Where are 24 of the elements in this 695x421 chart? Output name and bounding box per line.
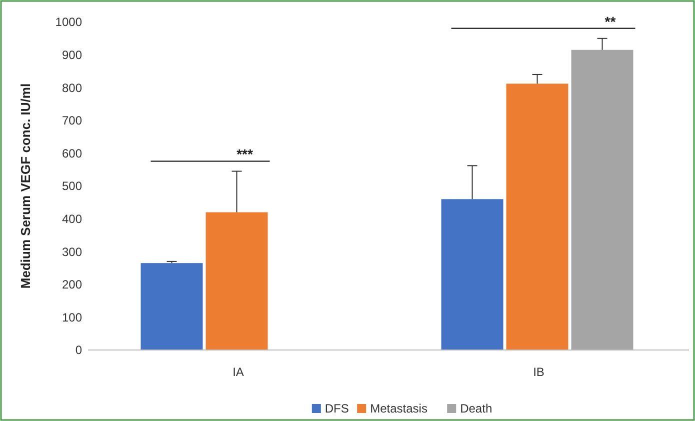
bar (441, 199, 504, 350)
y-axis-title: Medium Serum VEGF conc. IU/ml (18, 83, 33, 289)
bar (571, 50, 634, 350)
annotation: *** (236, 146, 254, 162)
legend-label: Metastasis (370, 402, 428, 416)
y-tick-label: 0 (75, 343, 82, 358)
bar (506, 84, 568, 350)
y-tick-label: 900 (62, 48, 82, 62)
y-tick-label: 100 (62, 310, 82, 324)
x-tick-label: IA (232, 365, 244, 379)
bar (140, 263, 203, 350)
legend-label: DFS (324, 402, 349, 416)
y-tick-label: 800 (62, 80, 82, 95)
annotation: ** (604, 13, 616, 30)
y-tick-label: 300 (62, 244, 82, 259)
y-tick-label: 700 (62, 114, 82, 128)
x-tick-label: IB (533, 365, 544, 379)
y-tick-label: 600 (62, 146, 82, 160)
y-tick-label: 400 (62, 212, 82, 226)
bar (206, 212, 268, 350)
y-tick-label: 1000 (55, 15, 82, 30)
y-tick-label: 200 (62, 278, 82, 292)
legend-label: Death (460, 402, 492, 416)
y-tick-label: 500 (62, 179, 82, 194)
